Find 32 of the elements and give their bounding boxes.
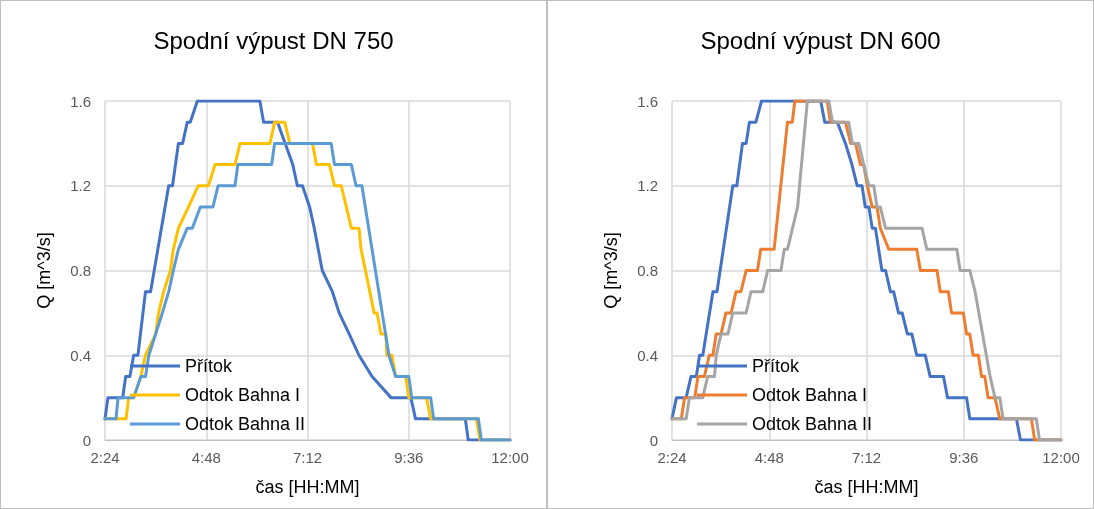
y-tick-label: 1.6 (637, 92, 658, 110)
x-axis-title: čas [HH:MM] (814, 477, 919, 497)
y-tick-label: 0 (82, 431, 91, 449)
legend-label: Odtok Bahna II (185, 414, 306, 434)
x-tick-label: 4:48 (754, 449, 784, 466)
y-tick-label: 0.4 (637, 346, 658, 364)
legend-label: Odtok Bahna I (752, 385, 868, 405)
y-tick-label: 0.8 (637, 262, 658, 279)
x-tick-label: 4:48 (191, 449, 221, 466)
y-tick-label: 0 (649, 431, 658, 449)
y-tick-label: 1.6 (70, 92, 91, 110)
x-tick-label: 12:00 (491, 449, 529, 466)
legend-label: Přítok (185, 356, 234, 376)
x-axis-title: čas [HH:MM] (255, 477, 360, 497)
y-axis-title: Q [m^3/s] (601, 232, 621, 309)
x-tick-label: 7:12 (292, 449, 323, 466)
chart-title: Spodní výpust DN 750 (153, 26, 394, 54)
x-tick-label: 2:24 (657, 449, 687, 466)
y-tick-label: 1.2 (70, 177, 91, 195)
x-tick-label: 9:36 (949, 449, 979, 466)
legend-label: Odtok Bahna I (185, 385, 301, 405)
x-tick-label: 9:36 (394, 449, 424, 466)
x-tick-label: 2:24 (90, 449, 120, 466)
y-tick-label: 0.8 (70, 262, 91, 279)
chart-title: Spodní výpust DN 600 (700, 26, 941, 54)
x-tick-label: 7:12 (851, 449, 882, 466)
y-axis-title: Q [m^3/s] (34, 232, 54, 309)
y-tick-label: 0.4 (70, 346, 91, 364)
legend-label: Přítok (752, 356, 801, 376)
y-tick-label: 1.2 (637, 177, 658, 195)
x-tick-label: 12:00 (1042, 449, 1080, 466)
legend-label: Odtok Bahna II (752, 414, 873, 434)
